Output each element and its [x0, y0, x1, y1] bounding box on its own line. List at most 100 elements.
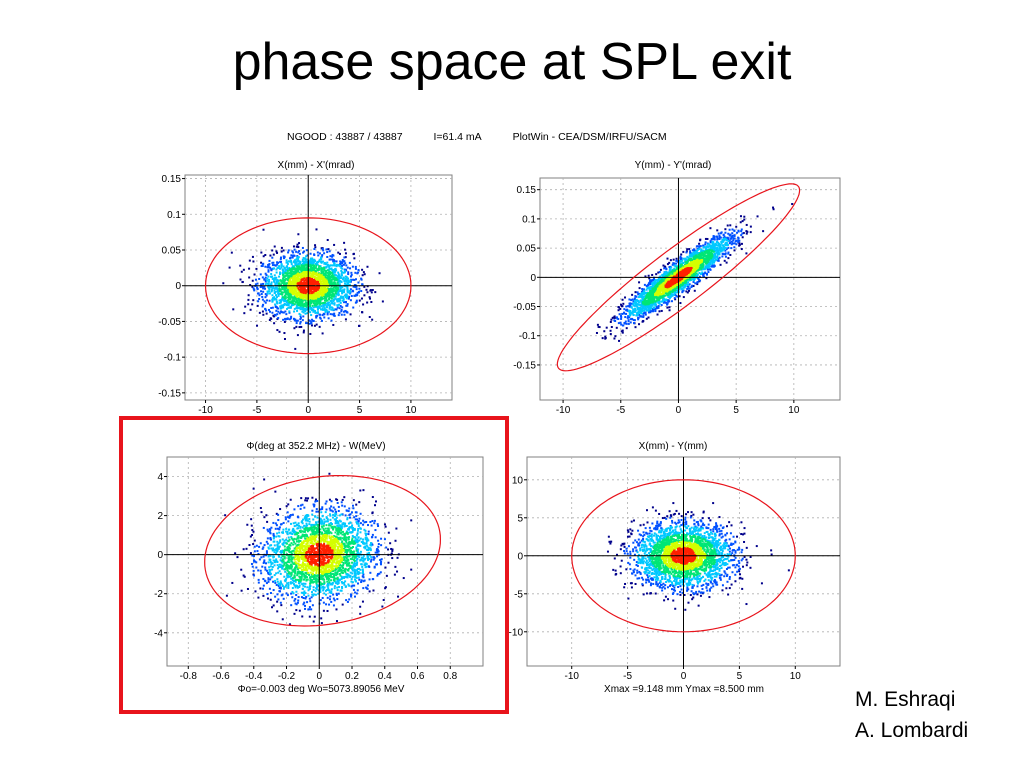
particle-point	[291, 256, 294, 259]
particle-point	[354, 286, 357, 289]
particle-point	[345, 264, 348, 267]
particle-point	[319, 289, 322, 292]
particle-point	[643, 283, 646, 286]
particle-point	[355, 288, 358, 291]
particle-point	[343, 301, 346, 304]
particle-point	[289, 301, 292, 304]
particle-point	[660, 304, 663, 307]
particle-point	[279, 289, 282, 292]
particle-point	[283, 281, 286, 284]
particle-point	[644, 313, 647, 316]
particle-point	[253, 288, 256, 291]
particle-point	[686, 262, 689, 265]
particle-point	[296, 256, 299, 259]
particle-point	[252, 287, 255, 290]
particle-point	[337, 251, 340, 254]
particle-point	[271, 297, 274, 300]
particle-point	[294, 292, 297, 295]
particle-point	[268, 263, 271, 266]
particle-point	[666, 302, 669, 305]
particle-point	[314, 277, 317, 280]
figure-header: NGOOD : 43887 / 43887 I=61.4 mA PlotWin …	[287, 131, 695, 143]
particle-point	[306, 304, 309, 307]
particle-point	[662, 264, 665, 267]
particle-point	[709, 257, 712, 260]
particle-point	[632, 319, 635, 322]
particle-point	[675, 262, 678, 265]
particle-point	[249, 284, 252, 287]
particle-point	[292, 293, 295, 296]
particle-point	[634, 307, 637, 310]
particle-point	[310, 269, 313, 272]
particle-point	[346, 291, 349, 294]
particle-point	[697, 277, 700, 280]
y-tick-label: 0.05	[162, 246, 182, 257]
particle-point	[288, 275, 291, 278]
particle-point	[347, 277, 350, 280]
particle-point	[709, 241, 712, 244]
particle-point	[291, 250, 294, 253]
particle-point	[635, 295, 638, 298]
particle-point	[295, 245, 298, 248]
particle-point	[322, 305, 325, 308]
particle-point	[301, 262, 304, 265]
particle-point	[273, 274, 276, 277]
particle-point	[297, 287, 300, 290]
particle-point	[258, 311, 261, 314]
particle-point	[354, 278, 357, 281]
particle-point	[300, 280, 303, 283]
particle-point	[630, 306, 633, 309]
particle-point	[651, 290, 654, 293]
particle-point	[289, 298, 292, 301]
particle-point	[339, 260, 342, 263]
particle-point	[749, 225, 752, 228]
particle-point	[637, 296, 640, 299]
particle-point	[314, 272, 317, 275]
particle-point	[694, 265, 697, 268]
particle-point	[327, 248, 330, 251]
particle-point	[302, 251, 305, 254]
particle-point	[718, 252, 721, 255]
particle-point	[667, 292, 670, 295]
particle-point	[709, 259, 712, 262]
particle-point	[301, 319, 304, 322]
particle-point	[596, 323, 599, 326]
particle-point	[299, 302, 302, 305]
particle-point	[284, 285, 287, 288]
particle-point	[329, 300, 332, 303]
particle-point	[322, 282, 325, 285]
particle-point	[311, 291, 314, 294]
particle-point	[321, 297, 324, 300]
particle-point	[718, 253, 721, 256]
particle-point	[627, 315, 630, 318]
particle-point	[657, 306, 660, 309]
particle-point	[659, 268, 662, 271]
particle-point	[287, 249, 290, 252]
particle-point	[653, 281, 656, 284]
particle-point	[646, 293, 649, 296]
particle-point	[637, 318, 640, 321]
particle-point	[692, 280, 695, 283]
particle-point	[281, 281, 284, 284]
particle-point	[657, 286, 660, 289]
particle-point	[312, 320, 315, 323]
particle-point	[633, 301, 636, 304]
particle-point	[667, 273, 670, 276]
particle-point	[325, 299, 328, 302]
particle-point	[318, 296, 321, 299]
particle-point	[629, 309, 632, 312]
particle-point	[338, 307, 341, 310]
particle-point	[299, 322, 302, 325]
particle-point	[286, 282, 289, 285]
particle-point	[306, 265, 309, 268]
particle-point	[629, 305, 632, 308]
particle-point	[328, 297, 331, 300]
particle-point	[666, 306, 669, 309]
particle-point	[297, 297, 300, 300]
particle-point	[277, 279, 280, 282]
panel-footer-phi-w: Φo=-0.003 deg Wo=5073.89056 MeV	[237, 684, 405, 695]
particle-point	[265, 312, 268, 315]
particle-point	[299, 304, 302, 307]
particle-point	[276, 282, 279, 285]
particle-point	[322, 249, 325, 252]
